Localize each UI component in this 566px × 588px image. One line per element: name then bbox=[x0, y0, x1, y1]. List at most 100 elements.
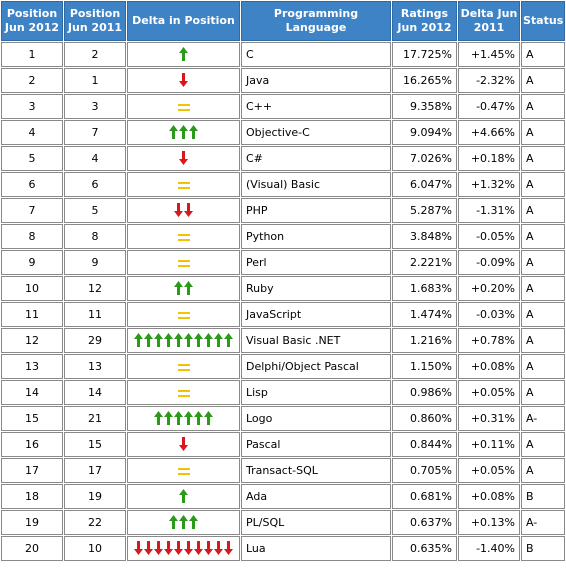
position-2012-cell: 1 bbox=[1, 42, 63, 67]
delta-2011-cell: +1.32% bbox=[458, 172, 520, 197]
delta-2011-cell: +0.78% bbox=[458, 328, 520, 353]
arrow-up-icon bbox=[154, 410, 163, 425]
delta-2011-cell: +1.45% bbox=[458, 42, 520, 67]
position-2011-cell: 1 bbox=[64, 68, 126, 93]
table-row: 7 5 PHP 5.287% -1.31% A bbox=[1, 198, 565, 223]
rating-cell: 0.844% bbox=[392, 432, 457, 457]
delta-position-cell bbox=[127, 68, 240, 93]
table-body: 1 2 C 17.725% +1.45% A 2 1 Java 16.265% -2.32% A 3 3 C… bbox=[1, 42, 565, 561]
position-2012-cell: 14 bbox=[1, 380, 63, 405]
language-cell: PL/SQL bbox=[241, 510, 391, 535]
equal-icon bbox=[177, 259, 190, 267]
arrow-down-icon bbox=[174, 540, 183, 555]
equal-icon bbox=[177, 233, 190, 241]
equal-icon bbox=[177, 467, 190, 475]
arrow-down-icon bbox=[179, 150, 188, 165]
position-2011-cell: 29 bbox=[64, 328, 126, 353]
language-cell: Ruby bbox=[241, 276, 391, 301]
language-cell: Pascal bbox=[241, 432, 391, 457]
arrow-down-icon bbox=[164, 540, 173, 555]
trend-indicator bbox=[179, 150, 188, 166]
status-cell: A bbox=[521, 432, 565, 457]
arrow-up-icon bbox=[214, 332, 223, 347]
language-cell: JavaScript bbox=[241, 302, 391, 327]
delta-position-cell bbox=[127, 146, 240, 171]
delta-position-cell bbox=[127, 198, 240, 223]
position-2011-cell: 6 bbox=[64, 172, 126, 197]
rating-cell: 1.683% bbox=[392, 276, 457, 301]
table-row: 20 10 Lua 0.635% -1.40% B bbox=[1, 536, 565, 561]
arrow-down-icon bbox=[174, 202, 183, 217]
table-row: 5 4 C# 7.026% +0.18% A bbox=[1, 146, 565, 171]
delta-position-cell bbox=[127, 302, 240, 327]
position-2012-cell: 11 bbox=[1, 302, 63, 327]
rating-cell: 17.725% bbox=[392, 42, 457, 67]
arrow-up-icon bbox=[194, 332, 203, 347]
arrow-down-icon bbox=[194, 540, 203, 555]
position-2011-cell: 9 bbox=[64, 250, 126, 275]
arrow-up-icon bbox=[174, 410, 183, 425]
arrow-down-icon bbox=[214, 540, 223, 555]
status-cell: A bbox=[521, 172, 565, 197]
position-2011-cell: 4 bbox=[64, 146, 126, 171]
rating-cell: 0.635% bbox=[392, 536, 457, 561]
table-row: 19 22 PL/SQL 0.637% +0.13% A- bbox=[1, 510, 565, 535]
delta-position-cell bbox=[127, 94, 240, 119]
position-2012-cell: 17 bbox=[1, 458, 63, 483]
delta-position-cell bbox=[127, 250, 240, 275]
header-row: Position Jun 2012 Position Jun 2011 Delt… bbox=[1, 1, 565, 41]
trend-indicator bbox=[174, 280, 193, 296]
trend-indicator bbox=[177, 385, 190, 401]
delta-2011-cell: +0.13% bbox=[458, 510, 520, 535]
delta-position-cell bbox=[127, 536, 240, 561]
position-2011-cell: 7 bbox=[64, 120, 126, 145]
rating-cell: 16.265% bbox=[392, 68, 457, 93]
arrow-down-icon bbox=[154, 540, 163, 555]
arrow-up-icon bbox=[204, 410, 213, 425]
language-cell: Lisp bbox=[241, 380, 391, 405]
arrow-up-icon bbox=[144, 332, 153, 347]
rating-cell: 9.094% bbox=[392, 120, 457, 145]
arrow-up-icon bbox=[224, 332, 233, 347]
table-row: 10 12 Ruby 1.683% +0.20% A bbox=[1, 276, 565, 301]
delta-2011-cell: +0.18% bbox=[458, 146, 520, 171]
rating-cell: 3.848% bbox=[392, 224, 457, 249]
arrow-up-icon bbox=[174, 332, 183, 347]
status-cell: A bbox=[521, 302, 565, 327]
delta-position-cell bbox=[127, 510, 240, 535]
position-2011-cell: 11 bbox=[64, 302, 126, 327]
position-2012-cell: 2 bbox=[1, 68, 63, 93]
equal-icon bbox=[177, 311, 190, 319]
equal-icon bbox=[177, 389, 190, 397]
arrow-up-icon bbox=[179, 46, 188, 61]
position-2011-cell: 10 bbox=[64, 536, 126, 561]
col-ratings: Ratings Jun 2012 bbox=[392, 1, 457, 41]
arrow-up-icon bbox=[184, 332, 193, 347]
status-cell: A bbox=[521, 224, 565, 249]
table-row: 17 17 Transact-SQL 0.705% +0.05% A bbox=[1, 458, 565, 483]
position-2011-cell: 21 bbox=[64, 406, 126, 431]
table-row: 6 6 (Visual) Basic 6.047% +1.32% A bbox=[1, 172, 565, 197]
delta-2011-cell: -0.47% bbox=[458, 94, 520, 119]
arrow-up-icon bbox=[179, 488, 188, 503]
status-cell: A bbox=[521, 120, 565, 145]
position-2012-cell: 12 bbox=[1, 328, 63, 353]
rating-cell: 1.216% bbox=[392, 328, 457, 353]
position-2012-cell: 13 bbox=[1, 354, 63, 379]
status-cell: A bbox=[521, 328, 565, 353]
language-cell: Java bbox=[241, 68, 391, 93]
position-2011-cell: 5 bbox=[64, 198, 126, 223]
language-cell: Visual Basic .NET bbox=[241, 328, 391, 353]
trend-indicator bbox=[174, 202, 193, 218]
table-row: 12 29 Visual Basic .NET 1.216% +0.78% A bbox=[1, 328, 565, 353]
arrow-down-icon bbox=[179, 72, 188, 87]
delta-position-cell bbox=[127, 458, 240, 483]
trend-indicator bbox=[179, 72, 188, 88]
table-row: 15 21 Logo 0.860% +0.31% A- bbox=[1, 406, 565, 431]
position-2011-cell: 22 bbox=[64, 510, 126, 535]
arrow-down-icon bbox=[179, 436, 188, 451]
rating-cell: 1.474% bbox=[392, 302, 457, 327]
delta-position-cell bbox=[127, 224, 240, 249]
trend-indicator bbox=[134, 540, 233, 556]
position-2011-cell: 15 bbox=[64, 432, 126, 457]
